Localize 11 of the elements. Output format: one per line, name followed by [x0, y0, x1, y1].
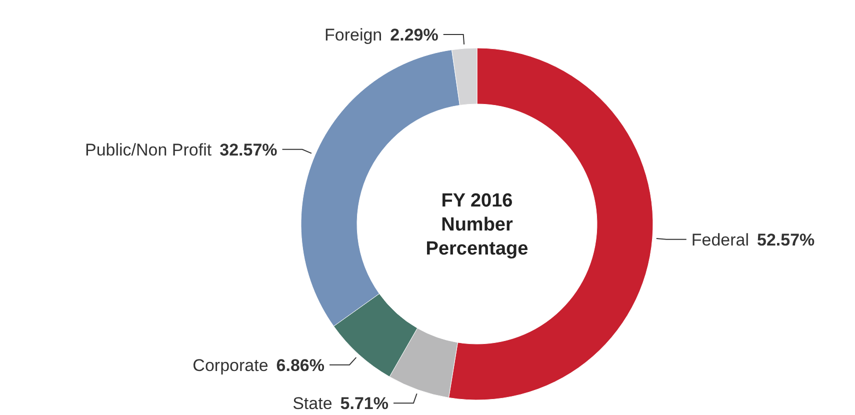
- data-label: 5.71%: [340, 394, 388, 414]
- slice-label: Foreign: [324, 25, 382, 44]
- slice-label: Corporate: [192, 356, 268, 375]
- text: FY 2016 Number Percentage: [426, 190, 528, 260]
- data-label: 6.86%: [276, 356, 324, 375]
- data-label: 32.57%: [220, 140, 278, 160]
- slice-label: Public/Non Profit: [84, 140, 212, 160]
- slice-label: Federal: [691, 230, 750, 250]
- data-label: 52.57%: [757, 230, 815, 250]
- data-label: 2.29%: [390, 25, 438, 44]
- slice-label: State: [292, 394, 332, 414]
